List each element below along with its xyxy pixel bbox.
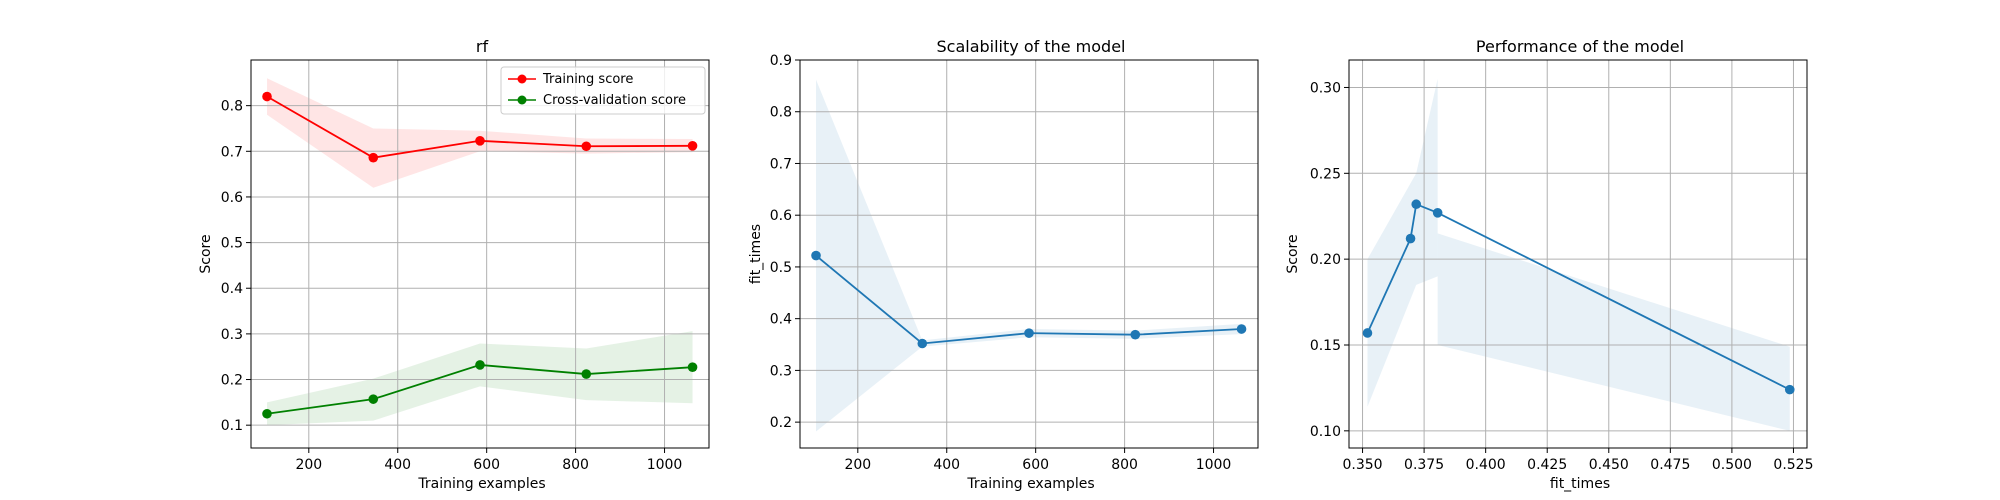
y-tick-label: 0.2 (221, 373, 243, 389)
data-point (1130, 329, 1141, 340)
x-tick-label: 1000 (647, 457, 683, 473)
chart-title: Performance of the model (1476, 37, 1684, 56)
x-tick-label: 400 (933, 457, 960, 473)
legend-marker-training (517, 74, 527, 84)
data-point (581, 141, 592, 152)
axes-frame (799, 59, 1259, 449)
x-axis-label: Training examples (966, 476, 1094, 492)
y-tick-label: 0.7 (221, 144, 243, 160)
x-tick-label: 800 (562, 457, 589, 473)
data-point (1784, 384, 1795, 395)
x-tick-label: 0.475 (1650, 457, 1690, 473)
x-tick-label: 0.425 (1527, 457, 1567, 473)
legend-entry-cv: Cross-validation score (543, 93, 686, 108)
legend-entry-training: Training score (542, 72, 633, 87)
scalability-panel: 200 400 600 800 1000 0.2 0.3 0.4 0.5 0.6 0.7 0.8 0.9… (748, 37, 1259, 492)
y-tick-label: 0.8 (221, 99, 243, 115)
y-tick-label: 0.9 (770, 53, 792, 69)
data-point (687, 362, 698, 373)
data-point (1405, 233, 1416, 244)
legend-box (500, 66, 706, 115)
data-point (1236, 324, 1247, 334)
data-point (368, 394, 379, 404)
data-point (917, 338, 928, 349)
x-tick-label: 200 (844, 457, 871, 473)
x-tick-label: 0.400 (1466, 457, 1506, 473)
legend-marker-cv (517, 95, 527, 105)
y-tick-label: 0.4 (770, 312, 792, 328)
data-point (1362, 328, 1373, 338)
y-tick-label: 0.5 (221, 236, 243, 252)
confidence-band (1437, 233, 1790, 431)
data-point (262, 91, 272, 102)
data-point (581, 369, 592, 379)
data-point (1411, 199, 1422, 210)
x-tick-label: 0.350 (1342, 457, 1382, 473)
legend: Training score Cross-validation score (500, 66, 706, 115)
performance-panel: 0.350 0.375 0.400 0.425 0.450 0.475 0.500 0.525… (1285, 37, 1814, 492)
data-point (811, 250, 821, 261)
x-tick-label: 200 (295, 457, 322, 473)
y-tick-label: 0.1 (221, 418, 243, 434)
y-tick-label: 0.6 (770, 208, 792, 224)
learning-curve-panel: 200 400 600 800 1000 0.1 0.2 0.3 0.4 0.5 0.6 0.7 0.8… (198, 37, 710, 492)
confidence-band (1367, 78, 1438, 407)
chart-title: rf (476, 37, 489, 56)
x-tick-label: 0.525 (1773, 457, 1813, 473)
y-tick-label: 0.15 (1310, 338, 1341, 354)
axes-frame (250, 59, 710, 449)
axes-frame (1348, 59, 1808, 449)
data-point (1024, 328, 1034, 338)
y-axis-label: fit_times (748, 224, 764, 284)
data-point (262, 408, 272, 419)
x-axis-label: fit_times (1550, 476, 1610, 492)
data-point (687, 141, 698, 151)
y-axis-label: Score (1285, 234, 1301, 273)
x-axis-label: Training examples (417, 476, 545, 492)
y-tick-label: 0.3 (221, 327, 243, 343)
y-tick-label: 0.30 (1310, 80, 1341, 96)
x-tick-label: 0.500 (1712, 457, 1752, 473)
x-tick-label: 0.375 (1404, 457, 1444, 473)
data-point (1432, 207, 1443, 218)
y-tick-label: 0.2 (770, 415, 792, 431)
x-tick-label: 1000 (1196, 457, 1232, 473)
data-point (368, 152, 379, 163)
y-tick-label: 0.25 (1310, 166, 1341, 182)
chart-title: Scalability of the model (937, 37, 1126, 56)
x-tick-label: 600 (473, 457, 500, 473)
x-tick-label: 800 (1111, 457, 1138, 473)
data-point (475, 135, 485, 146)
plot-area: 200 400 600 800 1000 0.2 0.3 0.4 0.5 0.6 0.7 0.8 0.9 (770, 53, 1259, 473)
y-tick-label: 0.20 (1310, 252, 1341, 268)
y-tick-label: 0.4 (221, 281, 243, 297)
y-tick-label: 0.5 (770, 260, 792, 276)
x-tick-label: 0.450 (1589, 457, 1629, 473)
data-point (475, 360, 485, 370)
plot-area: 0.350 0.375 0.400 0.425 0.450 0.475 0.500 0.525… (1310, 59, 1814, 473)
y-tick-label: 0.6 (221, 190, 243, 206)
x-tick-label: 400 (384, 457, 411, 473)
y-tick-label: 0.7 (770, 156, 792, 172)
y-tick-label: 0.3 (770, 363, 792, 379)
x-tick-label: 600 (1022, 457, 1049, 473)
plot-area: 200 400 600 800 1000 0.1 0.2 0.3 0.4 0.5 0.6 0.7 0.8 (221, 59, 710, 473)
y-tick-label: 0.10 (1310, 424, 1341, 440)
y-tick-label: 0.8 (770, 105, 792, 121)
y-axis-label: Score (198, 234, 214, 273)
